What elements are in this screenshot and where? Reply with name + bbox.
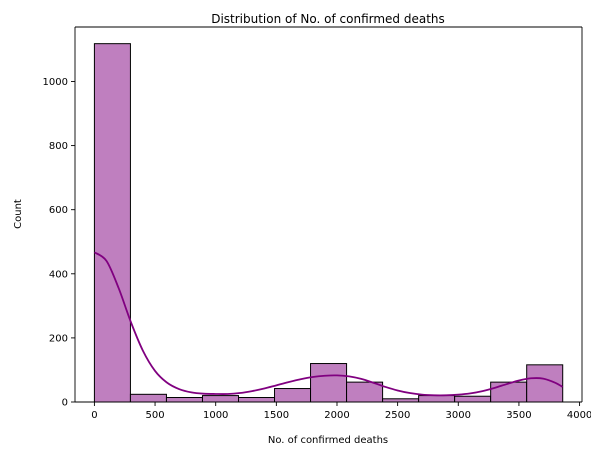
histogram-bar: [165, 397, 203, 403]
histogram-bar: [129, 393, 167, 403]
y-tick-label: 800: [49, 141, 68, 152]
x-tick-label: 4000: [567, 410, 591, 421]
histogram-bar: [93, 43, 131, 403]
x-tick-label: 2000: [324, 410, 349, 421]
histogram-bar: [490, 381, 528, 403]
axes-frame: [74, 26, 583, 403]
histogram-bar: [310, 363, 348, 403]
y-tick-label: 0: [62, 398, 68, 409]
x-tick-label: 500: [146, 410, 165, 421]
histogram-bar: [201, 395, 240, 403]
x-ticks-group: 0 500 1000 1500 2000 2500 3000 3500 4000: [91, 402, 591, 421]
histogram-bar: [346, 381, 384, 403]
histogram-bar: [274, 388, 312, 403]
chart-title: Distribution of No. of confirmed deaths: [211, 12, 445, 26]
y-tick-label: 1000: [43, 77, 68, 88]
histogram-bar: [418, 395, 456, 403]
histogram-bar: [382, 398, 420, 403]
x-tick-label: 2500: [385, 410, 410, 421]
x-tick-label: 3500: [506, 410, 531, 421]
plot-area: [75, 27, 582, 402]
x-tick-label: 0: [91, 410, 97, 421]
x-tick-label: 1500: [264, 410, 289, 421]
y-ticks-group: 0 200 400 600 800 1000: [43, 77, 75, 409]
y-tick-label: 200: [49, 333, 68, 344]
kde-line: [93, 251, 564, 397]
y-tick-label: 600: [49, 205, 68, 216]
y-axis-label: Count: [13, 199, 24, 229]
x-tick-label: 1000: [203, 410, 228, 421]
x-tick-label: 3000: [446, 410, 471, 421]
histogram-bar: [238, 397, 276, 403]
histogram-bar: [454, 395, 492, 403]
bars-group: [93, 43, 564, 403]
x-axis-label: No. of confirmed deaths: [268, 435, 388, 446]
y-tick-label: 400: [49, 269, 68, 280]
